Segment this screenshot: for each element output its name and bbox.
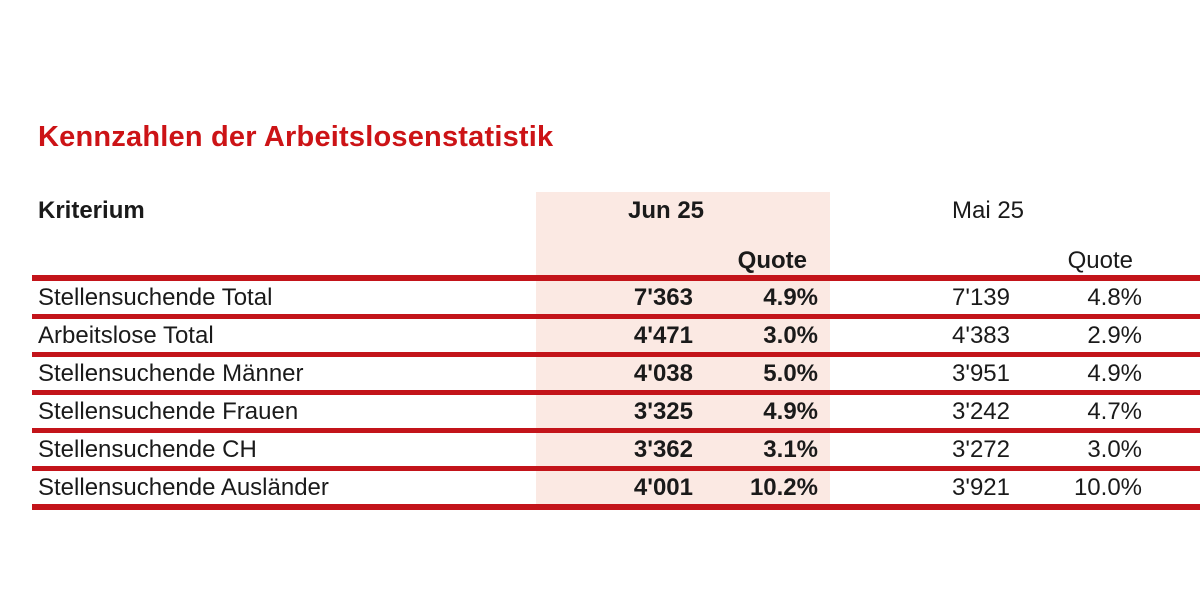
mai-value: 3'242 (830, 392, 1022, 433)
jun-value: 4'038 (536, 354, 710, 395)
period-header-mai-25: Mai 25 (951, 197, 1025, 224)
row-label: Stellensuchende Total (32, 278, 536, 319)
table-row: Stellensuchende Männer 4'038 5.0% 3'951 … (32, 354, 1200, 395)
mai-quote: 2.9% (1022, 316, 1200, 357)
mai-value: 3'951 (830, 354, 1022, 395)
mai-value: 4'383 (830, 316, 1022, 357)
row-label: Arbeitslose Total (32, 316, 536, 357)
quote-header-mai: Quote (1022, 247, 1200, 281)
jun-value: 3'325 (536, 392, 710, 433)
mai-value: 3'272 (830, 430, 1022, 471)
mai-value: 7'139 (830, 278, 1022, 319)
jun-value: 4'001 (536, 468, 710, 510)
period-header-jun-25: Jun 25 (536, 192, 830, 247)
unemployment-statistics-table: Kriterium Jun 25 Mai 25 Quote Quote Stel… (32, 192, 1200, 510)
jun-quote: 10.2% (710, 468, 830, 510)
quote-header-jun: Quote (710, 247, 830, 281)
mai-quote: 4.7% (1022, 392, 1200, 433)
jun-quote: 5.0% (710, 354, 830, 395)
statistics-table: Kriterium Jun 25 Mai 25 Quote Quote Stel… (32, 192, 1200, 510)
jun-value: 4'471 (536, 316, 710, 357)
empty-header-cell (32, 247, 536, 281)
mai-quote: 4.8% (1022, 278, 1200, 319)
mai-quote: 3.0% (1022, 430, 1200, 471)
table-row: Arbeitslose Total 4'471 3.0% 4'383 2.9% (32, 316, 1200, 357)
mai-quote: 10.0% (1022, 468, 1200, 510)
row-label: Stellensuchende Männer (32, 354, 536, 395)
page-title: Kennzahlen der Arbeitslosenstatistik (38, 121, 554, 153)
mai-quote: 4.9% (1022, 354, 1200, 395)
table-header-period-row: Kriterium Jun 25 Mai 25 (32, 192, 1200, 247)
jun-quote: 3.0% (710, 316, 830, 357)
jun-value: 3'362 (536, 430, 710, 471)
row-label: Stellensuchende Frauen (32, 392, 536, 433)
criterion-column-header: Kriterium (38, 197, 145, 224)
table-header-quote-row: Quote Quote (32, 247, 1200, 281)
row-label: Stellensuchende Ausländer (32, 468, 536, 510)
mai-value: 3'921 (830, 468, 1022, 510)
empty-header-cell-jun (536, 247, 710, 281)
empty-header-cell-mai (830, 247, 1022, 281)
table-row: Stellensuchende Total 7'363 4.9% 7'139 4… (32, 278, 1200, 319)
table-row: Stellensuchende Ausländer 4'001 10.2% 3'… (32, 468, 1200, 510)
jun-value: 7'363 (536, 278, 710, 319)
jun-quote: 4.9% (710, 392, 830, 433)
table-row: Stellensuchende Frauen 3'325 4.9% 3'242 … (32, 392, 1200, 433)
table-row: Stellensuchende CH 3'362 3.1% 3'272 3.0% (32, 430, 1200, 471)
row-label: Stellensuchende CH (32, 430, 536, 471)
jun-quote: 3.1% (710, 430, 830, 471)
jun-quote: 4.9% (710, 278, 830, 319)
